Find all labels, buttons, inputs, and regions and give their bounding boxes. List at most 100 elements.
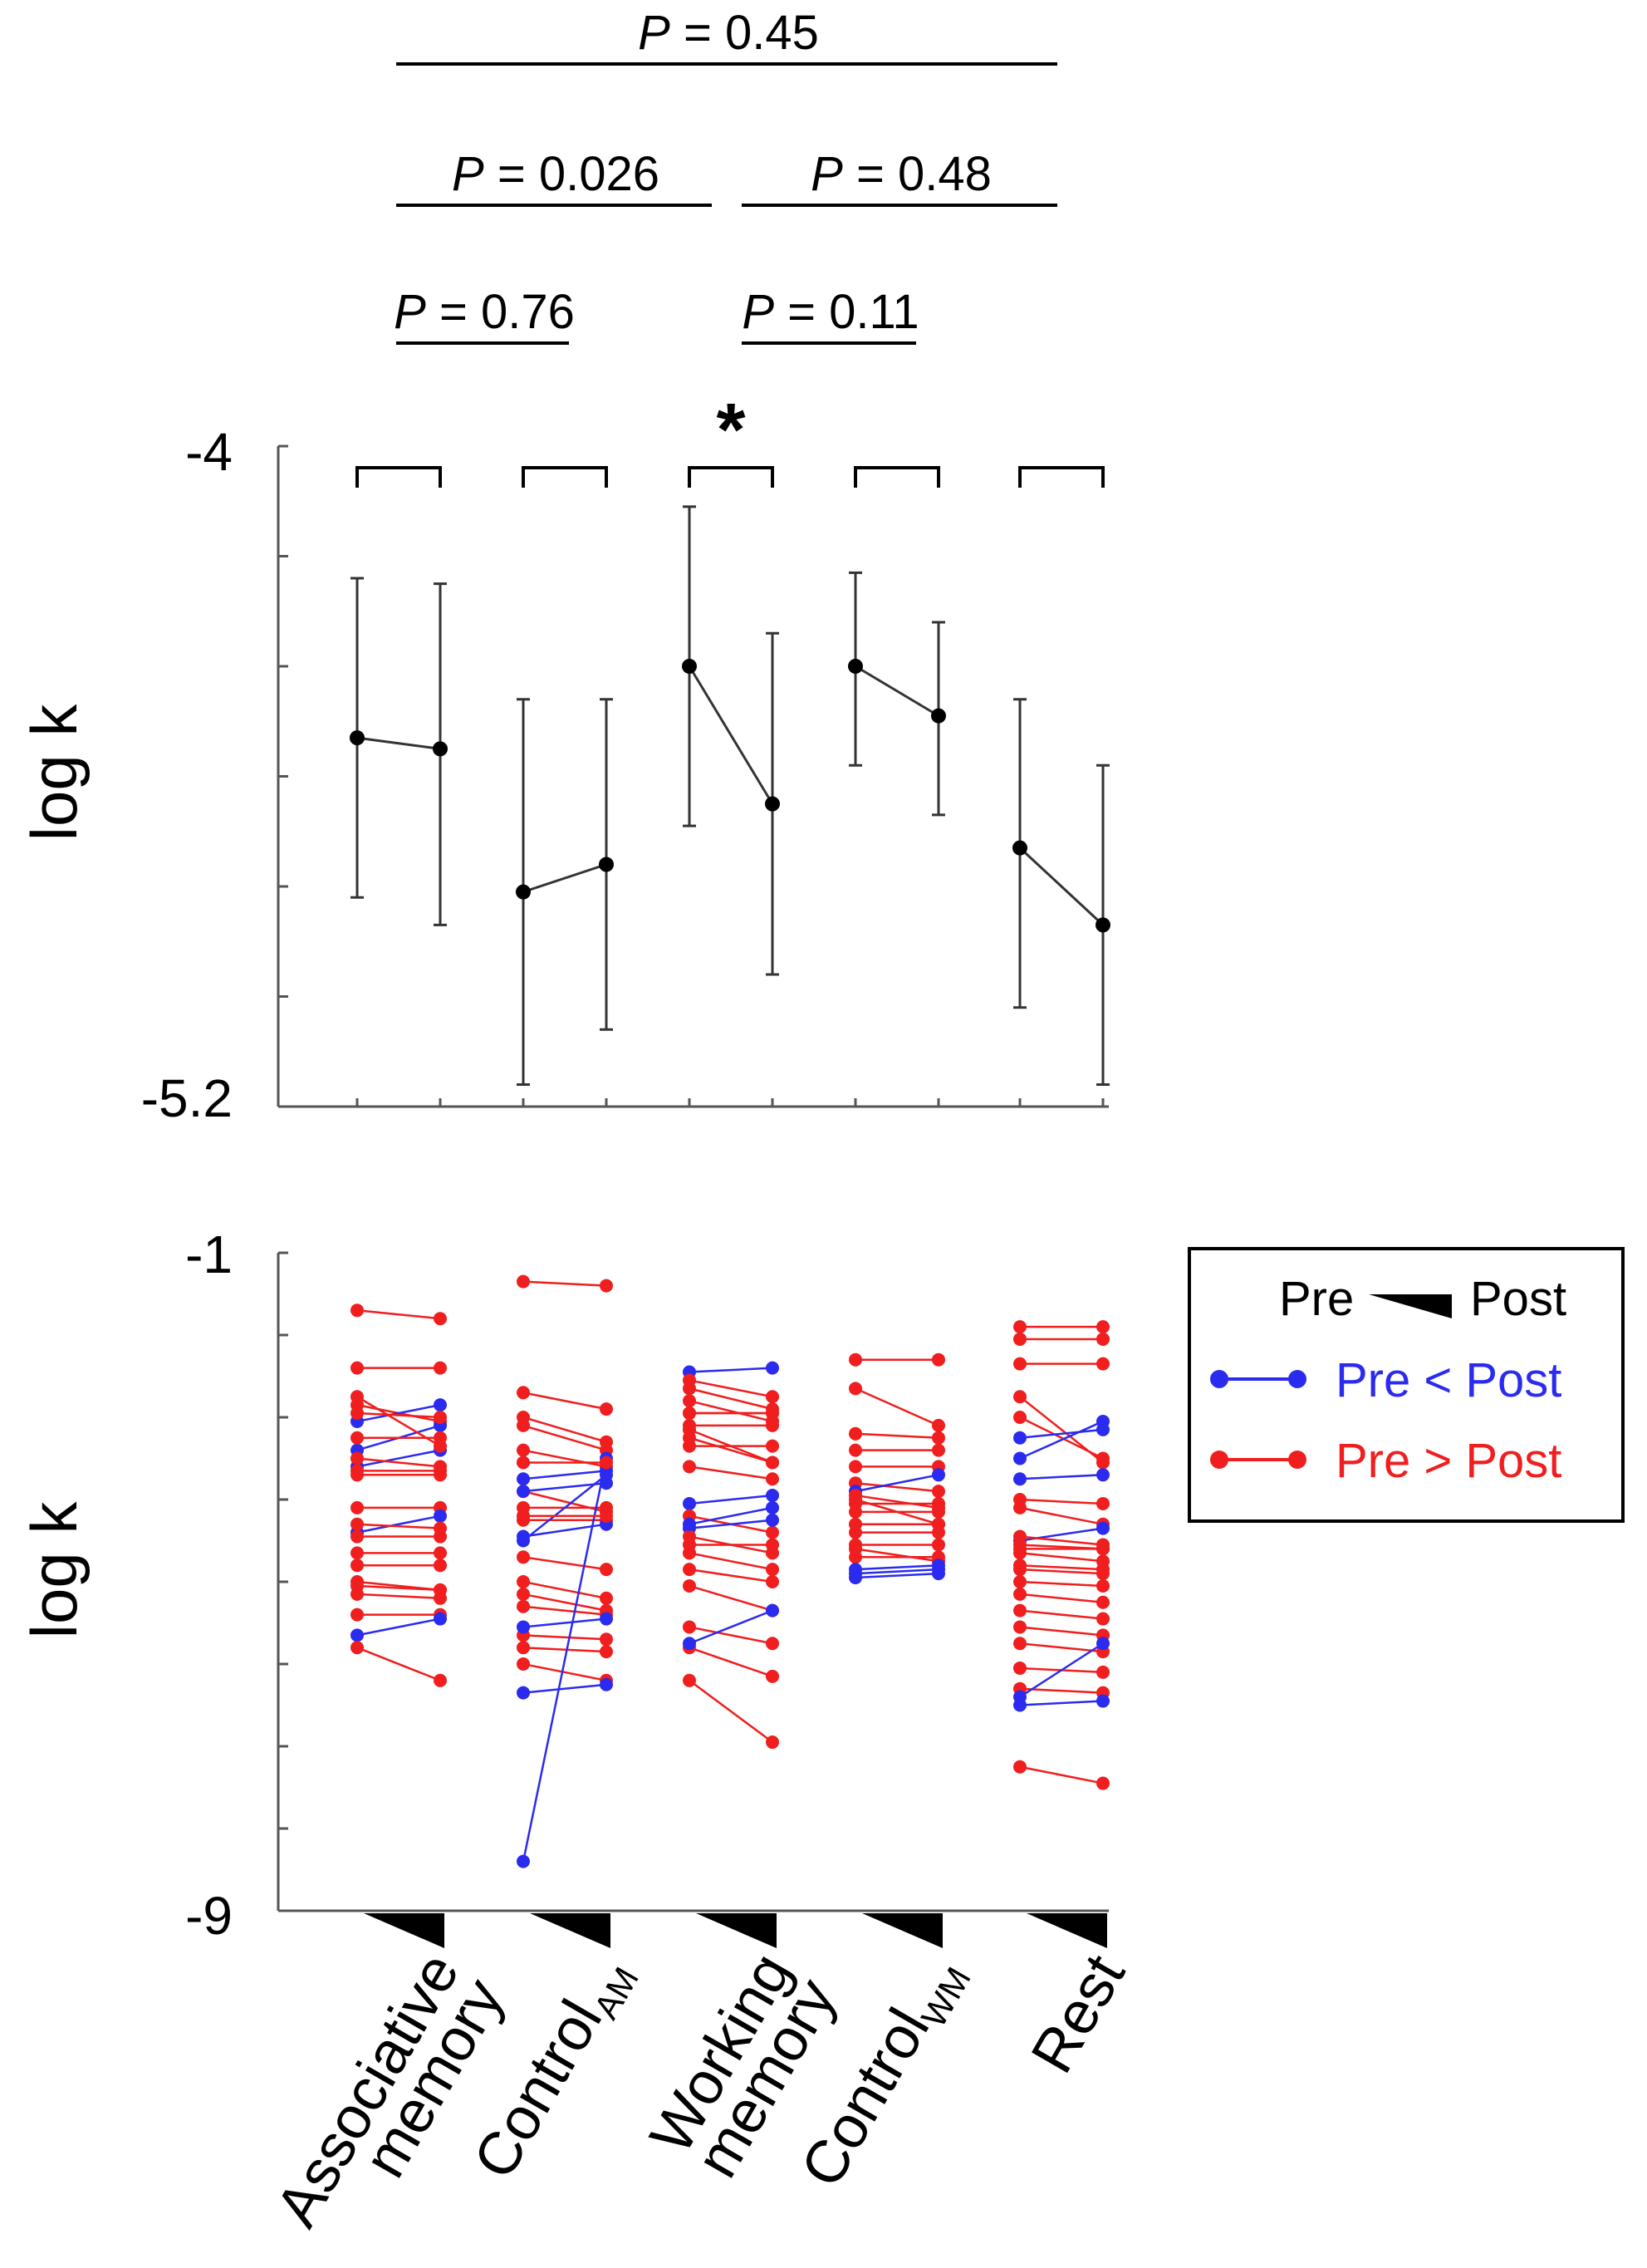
subject-pre-point	[849, 1352, 862, 1367]
subject-pre-point	[1013, 1500, 1027, 1514]
group-bracket	[355, 466, 442, 488]
pre-mean-point	[1012, 840, 1027, 856]
subject-line	[689, 1647, 773, 1678]
subject-pre-point	[517, 1620, 530, 1634]
subject-post-point	[766, 1500, 779, 1514]
subject-line	[689, 1609, 773, 1645]
subject-line	[522, 1280, 607, 1287]
subject-pre-point	[849, 1426, 862, 1441]
subject-post-point	[434, 1411, 447, 1424]
subject-pre-point	[350, 1303, 364, 1318]
top-y-tick-label-min: -5.2	[141, 1068, 233, 1128]
subject-line	[356, 1457, 441, 1468]
subject-post-point	[932, 1567, 945, 1581]
subject-pre-point	[849, 1505, 862, 1519]
subject-pre-point	[517, 1550, 530, 1564]
subject-pre-point	[683, 1394, 696, 1408]
subject-pre-point	[517, 1529, 530, 1544]
top-panel: log k -4 -5.2 P = 0.45 P = 0.026 P = 0.48 P…	[17, 6, 1110, 1128]
pre-post-wedge-icon	[530, 1913, 610, 1948]
subject-line	[1019, 1593, 1104, 1603]
subject-pre-point	[1013, 1357, 1027, 1371]
subject-post-point	[766, 1637, 779, 1651]
subject-line	[855, 1432, 939, 1439]
subject-line	[522, 1416, 607, 1443]
subject-pre-point	[350, 1529, 364, 1544]
subject-post-point	[434, 1398, 447, 1412]
subject-pre-point	[350, 1608, 364, 1622]
subject-post-point	[434, 1464, 447, 1478]
subject-line	[855, 1548, 939, 1563]
subject-line	[689, 1584, 773, 1612]
bottom-y-axis-label: log k	[17, 1501, 91, 1639]
subject-line	[522, 1556, 607, 1571]
x-category-label: Rest	[1019, 1944, 1138, 2084]
subject-line	[522, 1683, 607, 1694]
subject-line	[855, 1498, 939, 1525]
legend-decrease-label: Pre > Post	[1336, 1434, 1561, 1488]
bottom-panel: log k -1 -9 AssociativememoryControlAMWo…	[17, 1225, 1138, 2237]
subject-line	[1019, 1474, 1104, 1480]
comparison-p-value: P = 0.026	[452, 147, 659, 201]
post-mean-point	[765, 796, 780, 812]
subject-line	[522, 1470, 607, 1480]
subject-line	[1019, 1687, 1104, 1694]
comparison-p-value: P = 0.11	[742, 285, 919, 339]
subject-line	[356, 1514, 441, 1534]
subject-post-point	[1096, 1468, 1110, 1482]
subject-line	[855, 1494, 939, 1510]
subject-post-point	[1096, 1567, 1110, 1581]
subject-post-point	[600, 1677, 613, 1691]
subject-line	[522, 1580, 607, 1600]
subject-post-point	[1096, 1578, 1110, 1593]
subject-line	[1019, 1626, 1104, 1637]
subject-line	[1019, 1642, 1104, 1698]
subject-pre-point	[683, 1422, 696, 1436]
subject-pre-point	[1013, 1529, 1027, 1544]
subject-pre-point	[1013, 1603, 1027, 1618]
subject-post-point	[600, 1632, 613, 1647]
subject-line	[522, 1481, 607, 1493]
pre-post-wedge-icon	[862, 1913, 943, 1948]
subject-line	[522, 1474, 607, 1542]
subject-pre-point	[517, 1686, 530, 1700]
subject-pre-point	[1013, 1542, 1027, 1556]
subject-pre-point	[350, 1641, 364, 1655]
x-category-label: ControlWM	[788, 1944, 978, 2201]
subject-post-point	[1096, 1496, 1110, 1510]
subject-pre-point	[683, 1538, 696, 1552]
subject-line	[1019, 1765, 1104, 1784]
subject-pre-point	[350, 1361, 364, 1375]
legend: Pre Post Pre < Post Pre > Post	[1188, 1247, 1625, 1523]
pre-post-wedge-icon	[1027, 1913, 1107, 1948]
subject-line	[689, 1436, 773, 1464]
pre-mean-point	[682, 659, 697, 674]
subject-post-point	[766, 1603, 779, 1618]
subject-post-point	[932, 1418, 945, 1432]
subject-post-point	[932, 1431, 945, 1445]
subject-line	[1019, 1498, 1104, 1505]
subject-pre-point	[1013, 1451, 1027, 1465]
post-mean-point	[433, 741, 448, 757]
mean-connector	[688, 665, 774, 805]
subject-post-point	[600, 1402, 613, 1416]
subject-line	[522, 1662, 607, 1682]
subject-line	[1019, 1580, 1104, 1588]
subject-line	[689, 1465, 773, 1480]
subject-pre-point	[350, 1406, 364, 1421]
subject-post-point	[600, 1591, 613, 1605]
subject-pre-point	[1013, 1760, 1027, 1774]
subject-pre-point	[517, 1657, 530, 1671]
subject-post-point	[1096, 1637, 1110, 1651]
group-bracket	[688, 466, 774, 488]
subject-post-point	[766, 1418, 779, 1432]
subject-line	[855, 1387, 939, 1427]
subject-line	[356, 1584, 441, 1592]
subject-post-point	[766, 1513, 779, 1527]
subject-post-point	[1096, 1612, 1110, 1626]
subject-pre-point	[683, 1563, 696, 1577]
subject-post-point	[1096, 1694, 1110, 1708]
subject-post-point	[1096, 1357, 1110, 1371]
subject-pre-point	[849, 1489, 862, 1503]
legend-pre-post-wedge-icon	[1369, 1294, 1452, 1318]
